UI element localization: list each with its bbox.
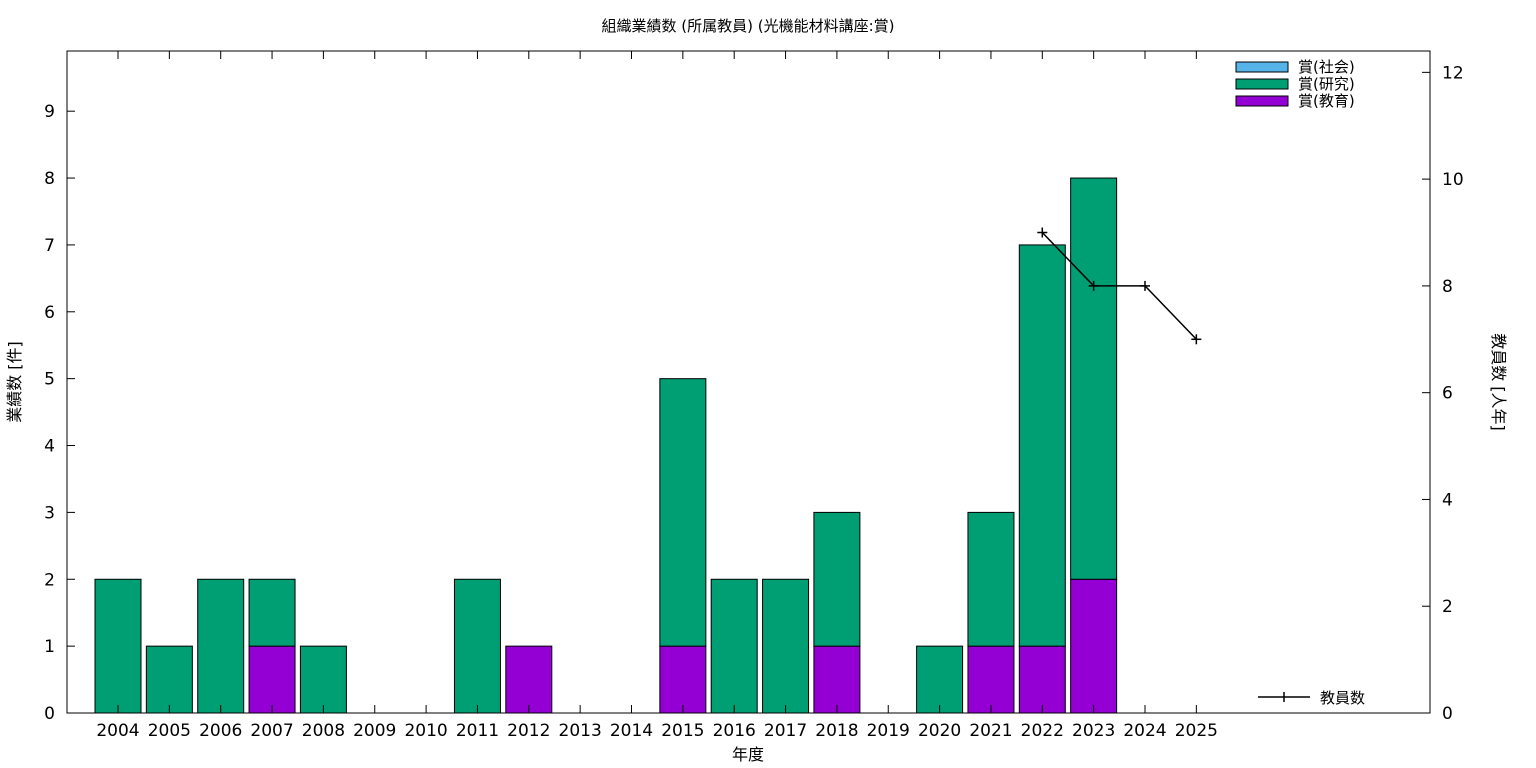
- x-tick-label: 2006: [199, 721, 242, 741]
- x-tick-label: 2012: [507, 721, 550, 741]
- x-tick-label: 2020: [918, 721, 961, 741]
- x-tick-label: 2005: [148, 721, 191, 741]
- bar-2018-賞(研究): [813, 511, 861, 647]
- bar-2007-賞(研究): [248, 578, 296, 647]
- bar-2017-賞(研究): [762, 578, 810, 714]
- y2-tick-label: 4: [1442, 490, 1453, 510]
- x-tick-label: 2015: [661, 721, 704, 741]
- x-tick-label: 2023: [1072, 721, 1115, 741]
- bar-2006-賞(研究): [197, 578, 245, 714]
- y-tick-label: 5: [44, 370, 55, 390]
- y-tick-label: 1: [44, 637, 55, 657]
- teacher-count-line: [1041, 231, 1197, 340]
- y-axis-label: 業績数 [件]: [5, 341, 24, 423]
- y-tick-label: 9: [44, 102, 55, 122]
- legend-label-teachers: 教員数: [1320, 689, 1365, 707]
- y2-tick-label: 10: [1442, 170, 1464, 190]
- bar-2021-賞(研究): [967, 511, 1015, 647]
- legend-swatch-賞(研究): [1235, 78, 1289, 90]
- x-tick-label: 2019: [867, 721, 910, 741]
- x-axis-label: 年度: [732, 745, 764, 764]
- legend-label-賞(研究): 賞(研究): [1298, 75, 1355, 93]
- x-tick-label: 2014: [610, 721, 653, 741]
- x-tick-label: 2010: [404, 721, 447, 741]
- y2-tick-label: 12: [1442, 63, 1464, 83]
- x-tick-label: 2018: [815, 721, 858, 741]
- legend-swatch-賞(教育): [1235, 95, 1289, 107]
- bar-2005-賞(研究): [145, 645, 193, 714]
- x-tick-label: 2021: [969, 721, 1012, 741]
- bars-layer: [94, 177, 1118, 714]
- legend-label-賞(社会): 賞(社会): [1298, 58, 1355, 76]
- y-tick-label: 3: [44, 503, 55, 523]
- bar-2022-賞(研究): [1018, 244, 1066, 647]
- bar-2004-賞(研究): [94, 578, 142, 714]
- bar-2018-賞(教育): [813, 645, 861, 714]
- legend: 賞(社会)賞(研究)賞(教育) 教員数: [1235, 58, 1365, 707]
- x-tick-label: 2007: [250, 721, 293, 741]
- line-layer: [1037, 227, 1202, 345]
- y2-tick-label: 2: [1442, 597, 1453, 617]
- teacher-count-point-2025: [1191, 334, 1202, 345]
- x-tick-label: 2025: [1175, 721, 1218, 741]
- bar-2023-賞(教育): [1070, 578, 1118, 714]
- teacher-count-point-2023: [1088, 280, 1099, 291]
- y-tick-label: 7: [44, 236, 55, 256]
- x-tick-label: 2004: [96, 721, 139, 741]
- y2-axis-label: 教員数 [人年]: [1489, 333, 1508, 431]
- x-tick-label: 2008: [302, 721, 345, 741]
- y2-tick-label: 6: [1442, 384, 1453, 404]
- x-tick-label: 2011: [456, 721, 499, 741]
- legend-swatch-賞(社会): [1235, 61, 1289, 73]
- x-tick-label: 2024: [1123, 721, 1166, 741]
- x-tick-label: 2009: [353, 721, 396, 741]
- x-tick-label: 2017: [764, 721, 807, 741]
- y2-tick-label: 8: [1442, 277, 1453, 297]
- bar-2007-賞(教育): [248, 645, 296, 714]
- teacher-count-point-2022: [1037, 227, 1048, 238]
- y-tick-label: 6: [44, 303, 55, 323]
- y-tick-label: 0: [44, 704, 55, 724]
- bar-2015-賞(教育): [659, 645, 707, 714]
- x-tick-label: 2016: [713, 721, 756, 741]
- x-tick-label: 2022: [1021, 721, 1064, 741]
- chart-title: 組織業績数 (所属教員) (光機能材料講座:賞): [602, 17, 895, 35]
- bar-2012-賞(教育): [505, 645, 553, 714]
- legend-label-賞(教育): 賞(教育): [1298, 92, 1355, 110]
- bar-2023-賞(研究): [1070, 177, 1118, 580]
- bar-2021-賞(教育): [967, 645, 1015, 714]
- bar-2011-賞(研究): [453, 578, 501, 714]
- y2-tick-label: 0: [1442, 704, 1453, 724]
- plot-frame: [66, 50, 1431, 714]
- bar-2008-賞(研究): [299, 645, 347, 714]
- teacher-count-point-2024: [1140, 280, 1150, 291]
- x-tick-label: 2013: [559, 721, 602, 741]
- y-tick-label: 8: [44, 169, 55, 189]
- y-tick-label: 2: [44, 570, 55, 590]
- y-tick-label: 4: [44, 437, 55, 457]
- bar-2015-賞(研究): [659, 378, 707, 647]
- bar-2020-賞(研究): [916, 645, 964, 714]
- bar-2016-賞(研究): [710, 578, 758, 714]
- bar-2022-賞(教育): [1018, 645, 1066, 714]
